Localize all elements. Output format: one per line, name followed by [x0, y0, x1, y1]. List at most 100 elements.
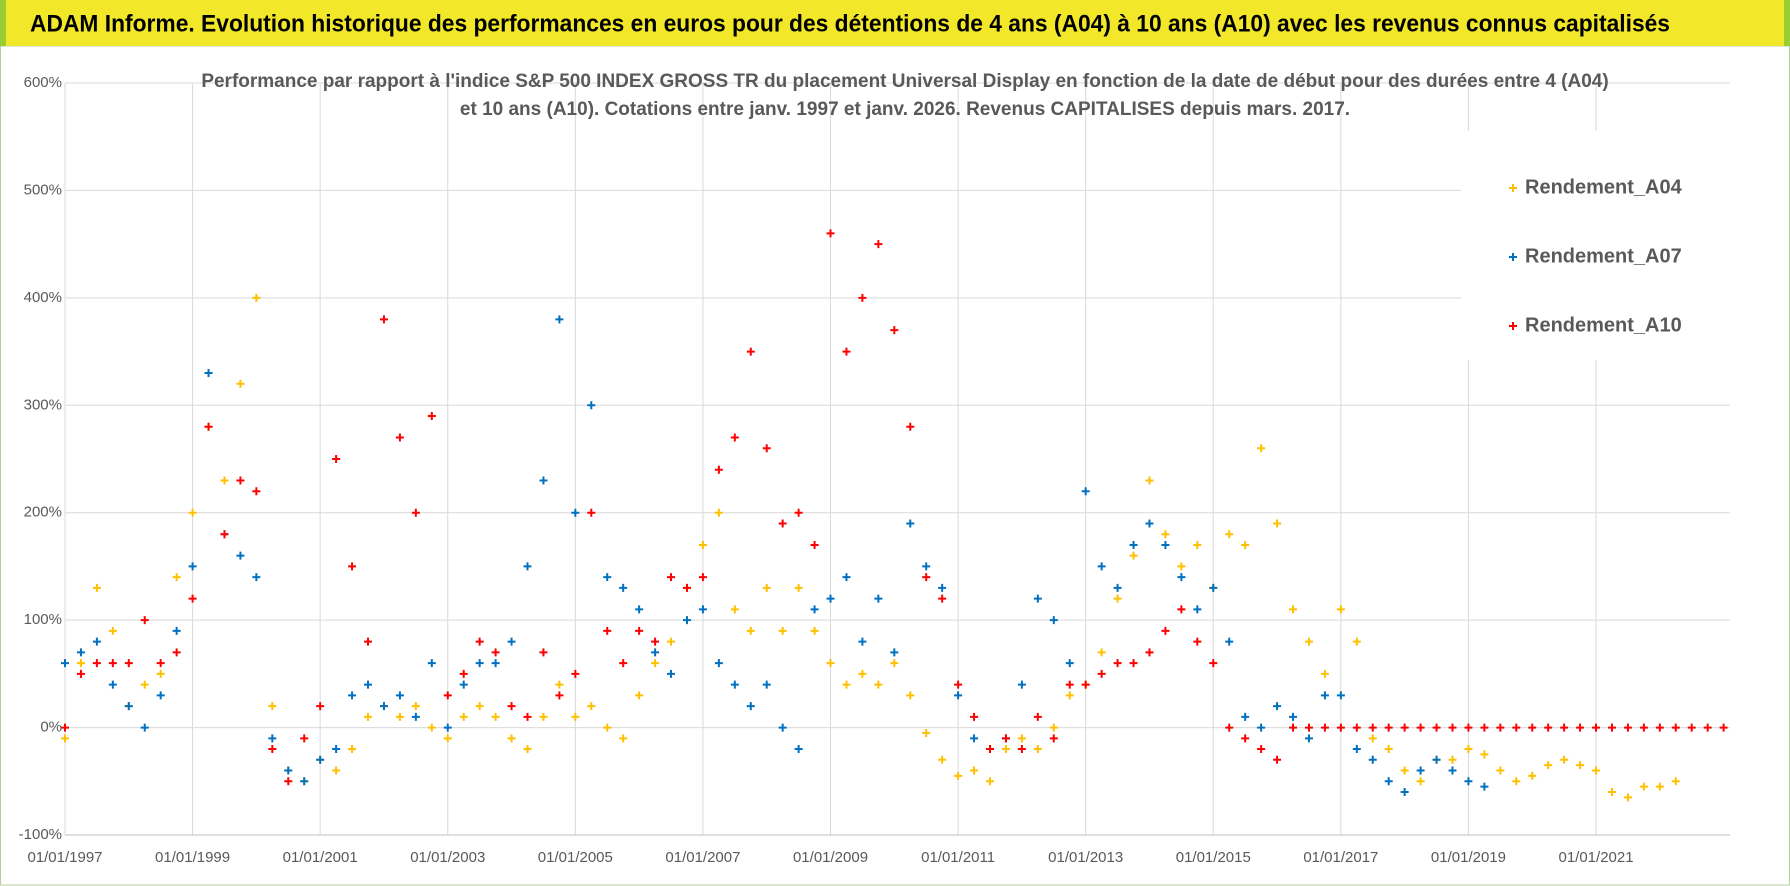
point [922, 573, 931, 582]
point [411, 508, 420, 517]
point [698, 605, 707, 614]
point [1384, 777, 1393, 786]
point [1592, 723, 1601, 732]
point [1033, 712, 1042, 721]
legend-label: Rendement_A07 [1525, 245, 1682, 267]
point [826, 594, 835, 603]
point [1448, 766, 1457, 775]
point [140, 723, 149, 732]
point [762, 583, 771, 592]
point [61, 723, 69, 732]
point [1320, 691, 1329, 700]
point [1623, 793, 1632, 802]
point [1289, 723, 1298, 732]
point [475, 637, 484, 646]
point [970, 766, 979, 775]
point [1384, 745, 1393, 754]
banner-bg [0, 0, 1790, 46]
point [316, 755, 325, 764]
point [714, 465, 723, 474]
point [906, 519, 915, 528]
point [1448, 723, 1457, 732]
x-tick-label: 01/01/2019 [1431, 849, 1506, 866]
point [108, 626, 117, 635]
point [906, 422, 915, 431]
point [76, 648, 85, 657]
point [890, 659, 899, 668]
point [1257, 723, 1266, 732]
point [1655, 723, 1664, 732]
point [459, 712, 468, 721]
banner-edge [0, 0, 6, 46]
point [1225, 723, 1234, 732]
point [475, 702, 484, 711]
point [746, 626, 755, 635]
point [1416, 766, 1425, 775]
y-tick-label: 600% [24, 74, 62, 91]
point [459, 680, 468, 689]
point [1017, 680, 1026, 689]
point [1273, 702, 1282, 711]
point [300, 777, 309, 786]
point [1464, 777, 1473, 786]
point [1320, 723, 1329, 732]
point [1017, 745, 1026, 754]
point [1241, 540, 1250, 549]
point [1528, 723, 1537, 732]
point [1544, 723, 1553, 732]
point [682, 583, 691, 592]
point [1081, 680, 1090, 689]
point [906, 691, 915, 700]
point [443, 734, 452, 743]
point [1033, 745, 1042, 754]
point [1480, 750, 1489, 759]
point [587, 508, 596, 517]
point [1065, 680, 1074, 689]
point [124, 659, 133, 668]
point [204, 422, 213, 431]
point [316, 702, 325, 711]
point [332, 745, 341, 754]
point [332, 455, 341, 463]
point [1193, 605, 1202, 614]
x-tick-label: 01/01/2013 [1048, 849, 1123, 866]
point [1145, 648, 1154, 657]
point [794, 745, 803, 754]
point [1607, 723, 1616, 732]
x-tick-label: 01/01/2007 [665, 849, 740, 866]
point [1304, 723, 1313, 732]
point [571, 712, 580, 721]
point [667, 669, 676, 678]
point [730, 680, 739, 689]
point [1273, 519, 1282, 528]
point [1225, 637, 1234, 646]
point [61, 734, 69, 743]
point [1129, 551, 1138, 560]
point [364, 712, 373, 721]
point [92, 659, 101, 668]
point [1257, 745, 1266, 754]
point [268, 702, 277, 711]
point [954, 771, 963, 780]
point [1241, 734, 1250, 743]
point [1001, 734, 1010, 743]
point [1528, 771, 1537, 780]
legend-label: Rendement_A10 [1525, 314, 1682, 336]
point [443, 723, 452, 732]
point [252, 293, 261, 302]
point [395, 712, 404, 721]
point [986, 745, 994, 754]
point [842, 680, 851, 689]
point [682, 616, 691, 625]
x-tick-label: 01/01/1999 [155, 849, 230, 866]
point [762, 444, 771, 453]
point [842, 573, 851, 582]
point [651, 648, 660, 657]
point [156, 691, 165, 700]
point [220, 476, 229, 485]
point [1496, 723, 1505, 732]
point [1129, 659, 1138, 668]
point [810, 605, 819, 614]
point [970, 734, 979, 743]
y-tick-label: 300% [24, 396, 62, 413]
